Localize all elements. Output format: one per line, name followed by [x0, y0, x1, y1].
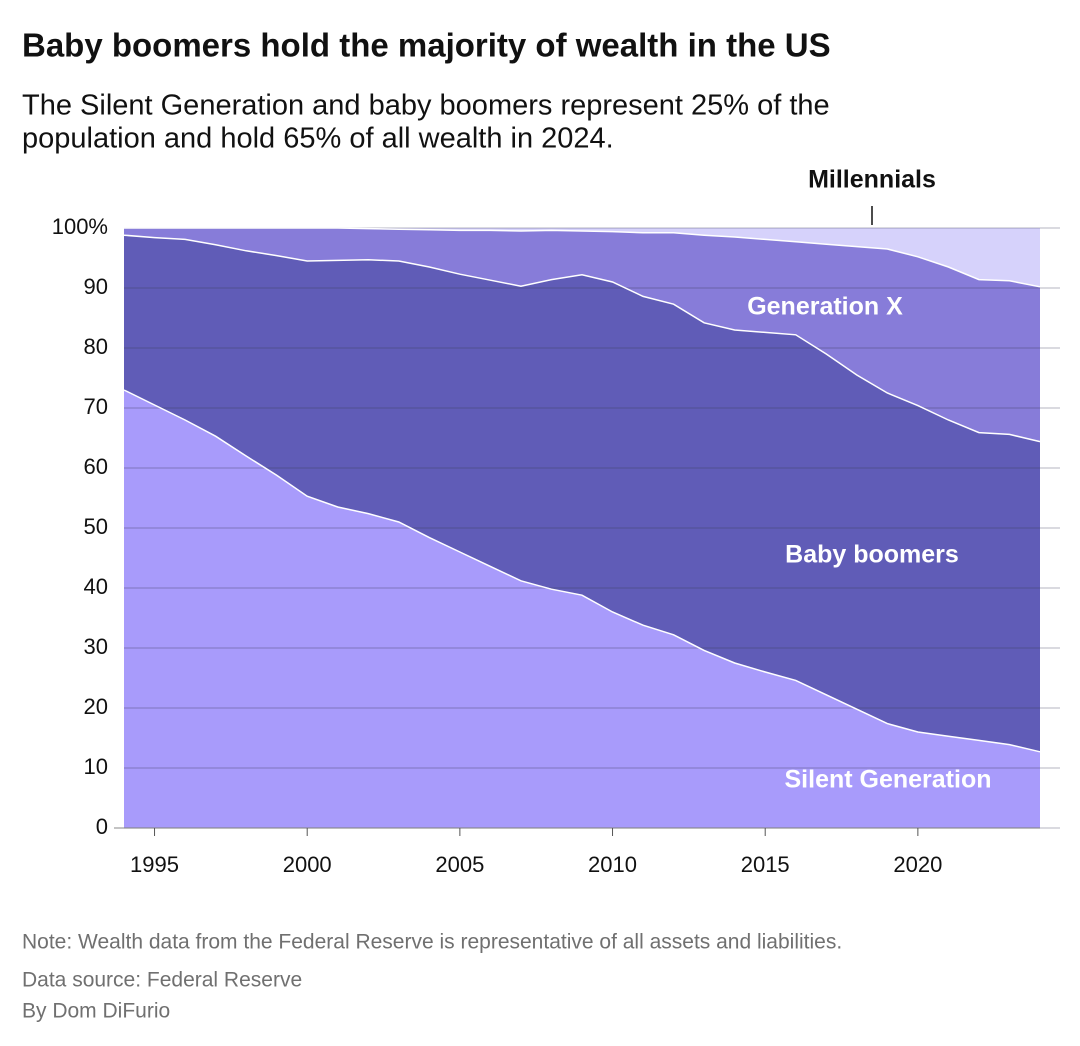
boundary-line — [123, 389, 1041, 753]
byline: By Dom DiFurio — [22, 1000, 170, 1023]
x-tick-label: 2010 — [588, 852, 637, 877]
y-tick-label: 40 — [84, 574, 108, 599]
y-tick-label: 80 — [84, 334, 108, 359]
y-tick-label: 10 — [84, 754, 108, 779]
series-label: Silent Generation — [785, 766, 992, 794]
y-tick-label: 30 — [84, 634, 108, 659]
area — [124, 390, 1040, 828]
series-label: Generation X — [747, 293, 903, 321]
y-tick-label: 70 — [84, 394, 108, 419]
x-tick-label: 2005 — [435, 852, 484, 877]
note: Note: Wealth data from the Federal Reser… — [22, 931, 842, 954]
chart-title: Baby boomers hold the majority of wealth… — [22, 27, 831, 64]
chart-subtitle: population and hold 65% of all wealth in… — [22, 123, 614, 155]
source: Data source: Federal Reserve — [22, 969, 302, 992]
x-tick-label: 2000 — [283, 852, 332, 877]
y-tick-label: 50 — [84, 514, 108, 539]
x-tick-label: 2020 — [893, 852, 942, 877]
y-tick-label: 20 — [84, 694, 108, 719]
y-tick-label: 90 — [84, 274, 108, 299]
area — [124, 228, 1040, 442]
y-tick-label: 100% — [52, 214, 108, 239]
area — [124, 235, 1040, 752]
y-tick-label: 60 — [84, 454, 108, 479]
boundary-line — [123, 234, 1041, 443]
chart-subtitle: The Silent Generation and baby boomers r… — [22, 90, 830, 122]
series-label: Millennials — [808, 166, 936, 194]
y-tick-label: 0 — [96, 814, 108, 839]
x-tick-label: 2015 — [741, 852, 790, 877]
x-tick-label: 1995 — [130, 852, 179, 877]
series-label: Baby boomers — [785, 541, 959, 569]
boundary-line — [124, 227, 1041, 288]
